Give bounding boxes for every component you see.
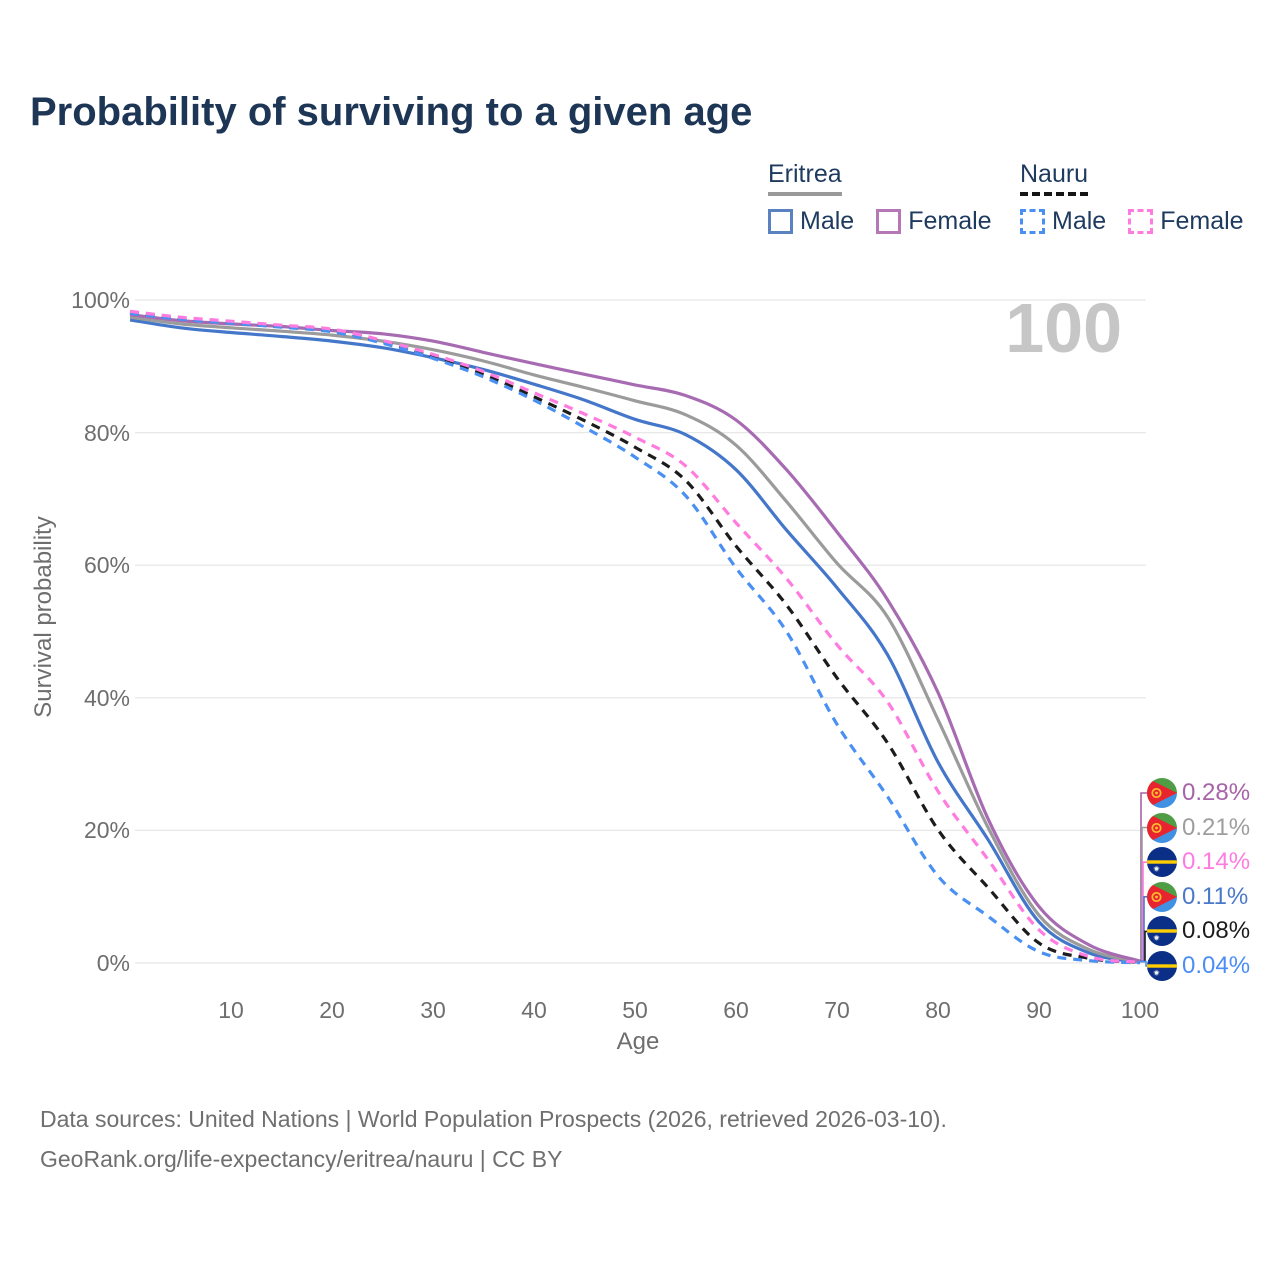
y-tick-label: 40% (83, 684, 130, 711)
flag-icon-nauru (1147, 847, 1177, 878)
series-line-eritrea-female (129, 313, 1141, 963)
x-tick-label: 20 (319, 997, 345, 1023)
legend-item-nauru-male[interactable]: Male (1020, 207, 1106, 236)
flag-icon-nauru (1147, 951, 1177, 981)
series-end-label: 0.04% (1147, 949, 1250, 983)
x-tick-label: 40 (521, 997, 547, 1023)
y-tick-label: 100% (71, 287, 130, 313)
legend-item-label: Male (1052, 207, 1107, 235)
legend-group-title-eritrea: Eritrea (768, 160, 842, 196)
end-label-value: 0.14% (1182, 848, 1251, 876)
series-end-label: 0.28% (1147, 776, 1250, 810)
legend-item-label: Female (908, 207, 992, 235)
legend-item-eritrea-male[interactable]: Male (768, 207, 854, 236)
legend-swatch-eritrea-female (876, 209, 902, 234)
x-tick-label: 100 (1120, 997, 1160, 1023)
series-line-eritrea-all (129, 315, 1141, 964)
flag-icon-eritrea (1147, 778, 1177, 808)
x-tick-label: 50 (622, 997, 648, 1023)
y-tick-label: 20% (83, 817, 130, 844)
series-end-label: 0.21% (1147, 811, 1250, 845)
flag-icon-nauru (1147, 916, 1177, 947)
x-tick-label: 70 (824, 997, 850, 1023)
x-tick-label: 10 (218, 997, 244, 1023)
legend-swatch-eritrea-male (768, 209, 793, 234)
legend-item-eritrea-female[interactable]: Female (876, 207, 992, 236)
data-sources-line: Data sources: United Nations | World Pop… (40, 1106, 947, 1132)
series-end-label: 0.08% (1147, 914, 1250, 948)
x-tick-label: 90 (1026, 997, 1052, 1023)
legend-group-nauru: Nauru Male Female (1020, 160, 1244, 236)
x-axis-title: Age (616, 1028, 660, 1055)
y-tick-label: 0% (96, 950, 130, 976)
legend: Eritrea Male Female Nauru Male (0, 160, 1280, 250)
flag-icon-eritrea (1147, 812, 1177, 843)
series-line-nauru-male (129, 311, 1141, 965)
legend-group-title-nauru: Nauru (1020, 160, 1089, 196)
y-axis-title: Survival probability (30, 516, 57, 718)
y-tick-label: 80% (83, 419, 130, 446)
age-counter-watermark: 100 (1005, 289, 1122, 367)
end-label-value: 0.08% (1182, 917, 1251, 945)
series-end-label: 0.14% (1147, 845, 1250, 879)
end-label-connector (1140, 960, 1147, 967)
end-label-value: 0.04% (1182, 952, 1251, 979)
legend-item-nauru-female[interactable]: Female (1128, 207, 1244, 236)
x-tick-label: 80 (925, 997, 951, 1023)
series-line-nauru-female (129, 309, 1141, 964)
end-label-value: 0.11% (1182, 882, 1249, 910)
page-title: Probability of surviving to a given age (30, 90, 753, 134)
x-tick-label: 60 (723, 997, 749, 1023)
series-line-eritrea-male (129, 318, 1141, 964)
legend-group-eritrea: Eritrea Male Female (768, 160, 992, 236)
y-tick-label: 60% (83, 552, 130, 579)
legend-item-label: Male (800, 207, 855, 235)
end-label-value: 0.21% (1182, 813, 1251, 841)
legend-item-label: Female (1160, 207, 1244, 235)
series-line-nauru-all (129, 310, 1141, 965)
legend-swatch-nauru-male (1020, 209, 1045, 234)
x-tick-label: 30 (420, 997, 446, 1023)
attribution-line: GeoRank.org/life-expectancy/eritrea/naur… (40, 1146, 563, 1172)
flag-icon-eritrea (1147, 881, 1177, 912)
series-end-label: 0.11% (1147, 880, 1248, 914)
legend-swatch-nauru-female (1128, 209, 1154, 234)
end-label-value: 0.28% (1182, 779, 1251, 806)
